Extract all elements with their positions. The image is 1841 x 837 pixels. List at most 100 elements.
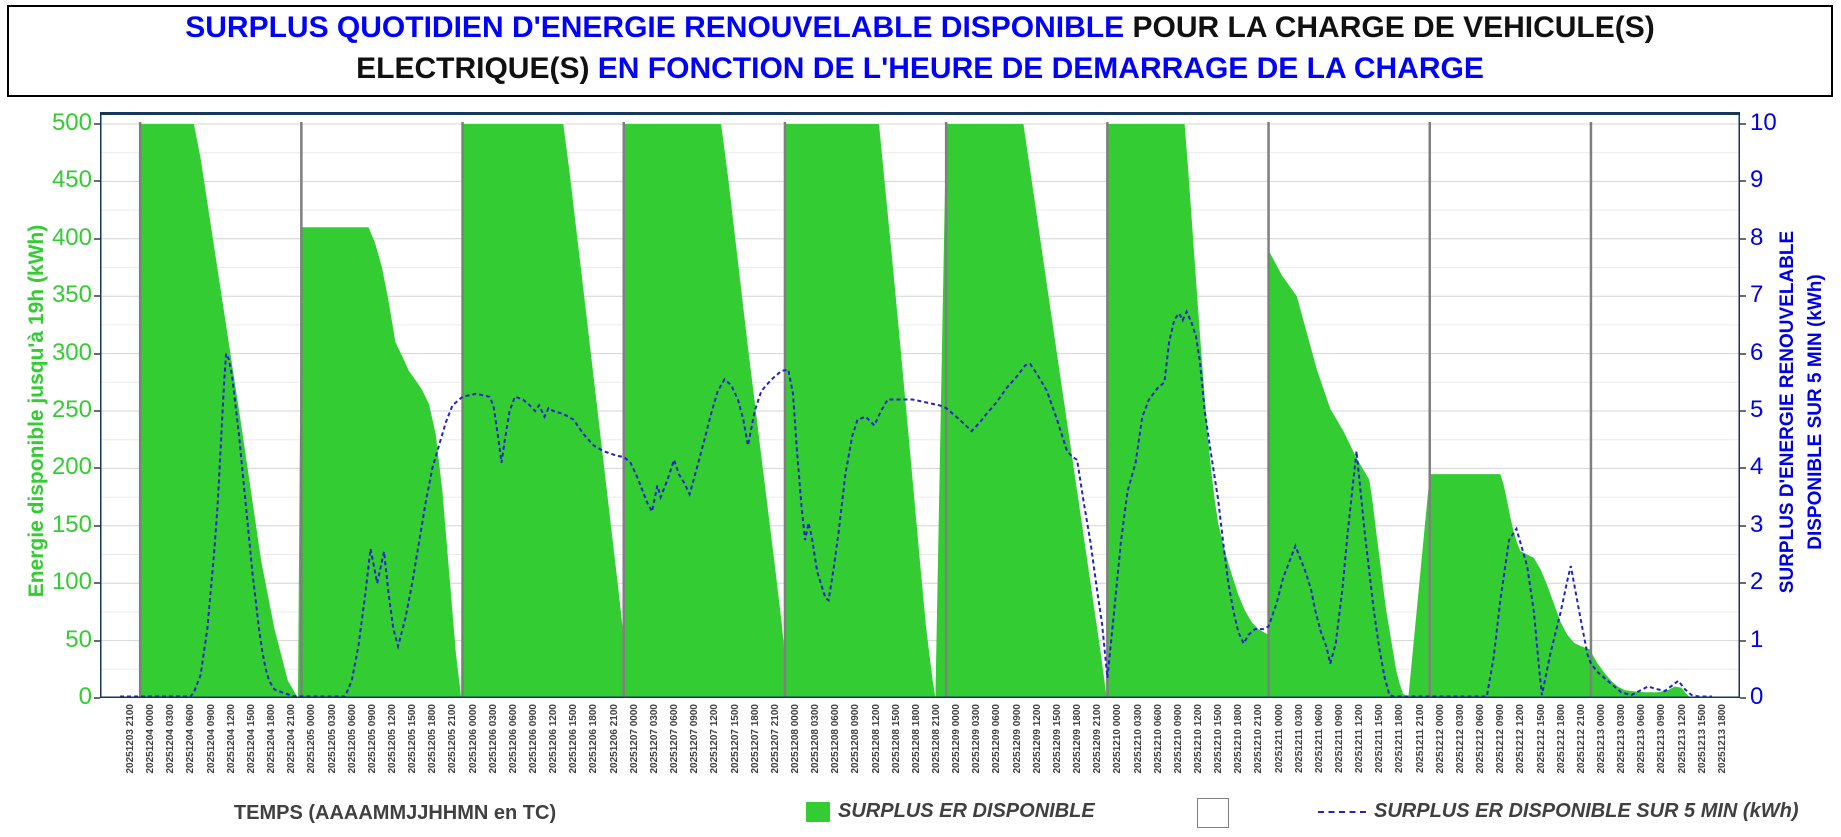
x-axis-tick-label: 20251211 0300 [1293,704,1305,773]
x-axis-tick-label: 20251212 1200 [1515,704,1527,774]
x-axis-tick-label: 20251206 1500 [568,704,580,774]
empty-box-swatch [1197,798,1229,828]
x-axis-tick-label: 20251208 0000 [789,704,801,774]
title-line1-blue: SURPLUS QUOTIDIEN D'ENERGIE RENOUVELABLE… [185,11,1125,44]
x-axis-tick-label: 20251209 2100 [1092,704,1104,774]
right-axis-tick-label: 8 [1750,223,1764,251]
left-axis-tick-label: 350 [51,281,92,309]
x-axis-tick-label: 20251213 1800 [1716,704,1728,774]
x-axis-tick-label: 20251212 1800 [1555,704,1567,774]
x-axis-tick-label: 20251212 0600 [1475,704,1487,774]
x-axis-tick-label: 20251207 2100 [769,704,781,774]
x-axis-tick-label: 20251212 0300 [1454,704,1466,774]
x-axis-tick-label: 20251207 1200 [709,704,721,774]
x-axis-tick-label: 20251208 1800 [910,704,922,774]
x-axis-tick-label: 20251205 2100 [447,704,459,774]
left-axis-tick-mark [94,639,100,642]
x-axis-tick-label: 20251210 0600 [1152,704,1164,774]
x-axis-tick-label: 20251209 0300 [971,704,983,774]
x-axis-tick-label: 20251206 0000 [467,704,479,774]
right-axis-tick-mark [1740,410,1746,412]
right-axis-tick-mark [1740,237,1746,240]
chart-title-line2: ELECTRIQUE(S) EN FONCTION DE L'HEURE DE … [9,48,1831,89]
x-axis-tick-label: 20251213 0300 [1616,704,1628,774]
left-axis-tick-mark [94,352,100,355]
left-axis-tick-label: 250 [51,396,92,423]
x-axis-tick-label: 20251205 1200 [386,704,398,774]
x-axis-tick-label: 20251206 0300 [487,704,499,774]
x-axis-tick-label: 20251206 0900 [528,704,539,774]
right-axis-tick-mark [1740,639,1746,642]
x-axis-tick-label: 20251212 1500 [1535,704,1547,774]
x-axis-tick-label: 20251207 1500 [729,704,741,774]
title-line1-black: POUR LA CHARGE DE VEHICULE(S) [1124,11,1655,44]
right-axis-tick-mark [1740,697,1746,699]
x-axis-tick-label: 20251204 0300 [165,704,177,774]
x-axis-tick-label: 20251207 0300 [648,704,660,774]
x-axis-tick-label: 20251208 1200 [870,704,882,774]
x-axis-tick-label: 20251212 2100 [1575,704,1587,774]
right-axis-tick-mark [1740,352,1746,355]
left-axis-tick-mark [94,697,100,699]
right-axis-tick-mark [1740,123,1746,125]
right-axis-tick-mark [1740,582,1746,585]
left-axis-tick-label: 450 [51,166,92,194]
surplus-area [140,124,1712,698]
x-axis-tick-label: 20251211 1500 [1374,704,1386,773]
right-axis-title-line2: DISPONIBLE SUR 5 MIN (kWh) [1805,274,1826,550]
x-axis-tick-label: 20251206 1200 [548,704,560,774]
plot-svg [100,112,1740,699]
x-axis-title: TEMPS (AAAAMMJJHHMN en TC) [233,802,557,824]
x-axis-tick-label: 20251210 2100 [1253,704,1265,774]
x-axis-tick-label: 20251204 2100 [286,704,298,774]
x-axis-tick-label: 20251204 0600 [185,704,197,774]
x-axis-tick-label: 20251209 1500 [1051,704,1063,774]
x-axis-tick-label: 20251204 1200 [225,704,237,774]
right-axis-tick-label: 2 [1750,568,1764,596]
left-axis-tick-label: 150 [51,510,92,538]
x-axis-tick-label: 20251208 1500 [890,704,902,774]
right-axis-tick-label: 5 [1750,396,1764,423]
x-axis-tick-label: 20251208 0300 [810,704,822,774]
left-axis-tick-label: 0 [78,683,92,710]
x-axis-tick-label: 20251204 0900 [205,704,217,774]
x-axis-tick-label: 20251207 0600 [669,704,681,774]
x-axis-tick-label: 20251206 2100 [608,704,620,774]
left-axis-tick-mark [94,524,100,527]
right-axis-tick-label: 4 [1750,453,1764,481]
x-axis-tick-label: 20251203 2100 [125,704,136,774]
right-axis-tick-label: 3 [1750,510,1764,538]
x-axis-tick-label: 20251210 1200 [1192,704,1204,774]
left-axis-tick-label: 400 [51,223,92,251]
x-axis-tick-label: 20251205 0000 [306,704,318,774]
chart-title: SURPLUS QUOTIDIEN D'ENERGIE RENOUVELABLE… [7,5,1833,97]
x-axis-tick-label: 20251212 0900 [1495,704,1507,774]
x-axis-tick-label: 20251211 0000 [1273,704,1285,773]
left-axis-tick-mark [94,237,100,240]
legend-item-line: SURPLUS ER DISPONIBLE SUR 5 MIN (kWh) [1318,800,1798,823]
left-axis-tick-label: 500 [51,109,92,136]
legend-item-empty-box [1197,798,1229,828]
x-axis-tick-label: 20251210 1800 [1233,704,1245,774]
x-axis-tick-label: 20251211 0600 [1313,704,1325,773]
x-axis-tick-label: 20251208 0900 [850,704,862,774]
x-axis-tick-label: 20251209 0000 [951,704,963,774]
left-axis-tick-label: 100 [51,568,92,596]
x-axis-tick-label: 20251209 0900 [1011,704,1023,774]
legend-label-line: SURPLUS ER DISPONIBLE SUR 5 MIN (kWh) [1374,800,1799,822]
x-axis-tick-label: 20251210 0900 [1172,704,1184,774]
x-axis-tick-label: 20251211 1200 [1354,704,1366,773]
x-axis-tick-label: 20251208 2100 [931,704,942,774]
x-axis-tick-label: 20251211 0900 [1334,704,1345,773]
right-axis-tick-label: 6 [1750,338,1764,366]
left-axis-tick-mark [94,582,100,585]
x-axis-tick-label: 20251213 1500 [1696,704,1708,774]
x-axis-tick-label: 20251205 0300 [326,704,338,774]
title-line2-blue: EN FONCTION DE L'HEURE DE DEMARRAGE DE L… [597,52,1484,85]
x-axis-tick-label: 20251212 0000 [1434,704,1446,774]
right-axis-tick-mark [1740,467,1746,470]
plot-border [100,112,1740,698]
left-axis-tick-label: 200 [51,453,92,481]
area-series-swatch [806,801,830,822]
